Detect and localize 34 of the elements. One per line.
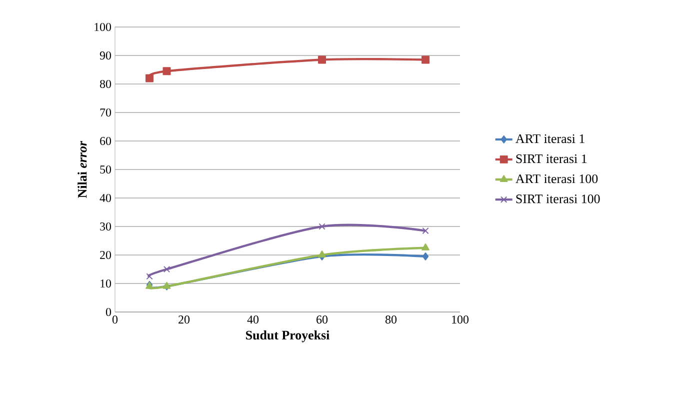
point xyxy=(318,250,326,258)
x-tick-label: 0 xyxy=(112,316,118,324)
y-tick-label: 70 xyxy=(100,108,112,117)
y-tick-label: 50 xyxy=(100,165,112,174)
legend-label: ART iterasi 100 xyxy=(516,174,598,184)
point xyxy=(422,56,430,64)
point xyxy=(146,74,154,82)
y-tick-label: 20 xyxy=(100,250,112,260)
x-tick-label: 60 xyxy=(316,316,328,324)
y-tick-label: 40 xyxy=(100,194,112,202)
legend-label: SIRT iterasi 1 xyxy=(516,154,587,164)
y-tick-label: 0 xyxy=(106,308,112,316)
y-tick-label: 30 xyxy=(100,222,112,231)
x-tick-label: 20 xyxy=(178,316,190,324)
point xyxy=(163,266,170,273)
x-tick-label: 100 xyxy=(452,316,469,324)
point xyxy=(422,252,429,260)
y-tick-label: 10 xyxy=(100,279,112,288)
point xyxy=(318,223,326,230)
y-tick-label: 60 xyxy=(100,136,112,146)
x-axis-title: Sudut Proyeksi xyxy=(246,330,330,342)
y-tick-label: 100 xyxy=(94,22,112,32)
point xyxy=(146,273,153,280)
x-tick-label: 40 xyxy=(247,316,259,324)
point xyxy=(422,243,430,250)
y-axis-title: Nilai error xyxy=(78,140,87,198)
x-tick-label: 80 xyxy=(385,316,397,324)
legend-label: SIRT iterasi 100 xyxy=(516,194,600,204)
point xyxy=(422,227,429,234)
legend-label: ART iterasi 1 xyxy=(516,134,584,144)
y-tick-label: 80 xyxy=(100,80,112,88)
y-tick-label: 90 xyxy=(100,51,112,60)
point xyxy=(162,67,171,76)
point xyxy=(318,56,326,64)
